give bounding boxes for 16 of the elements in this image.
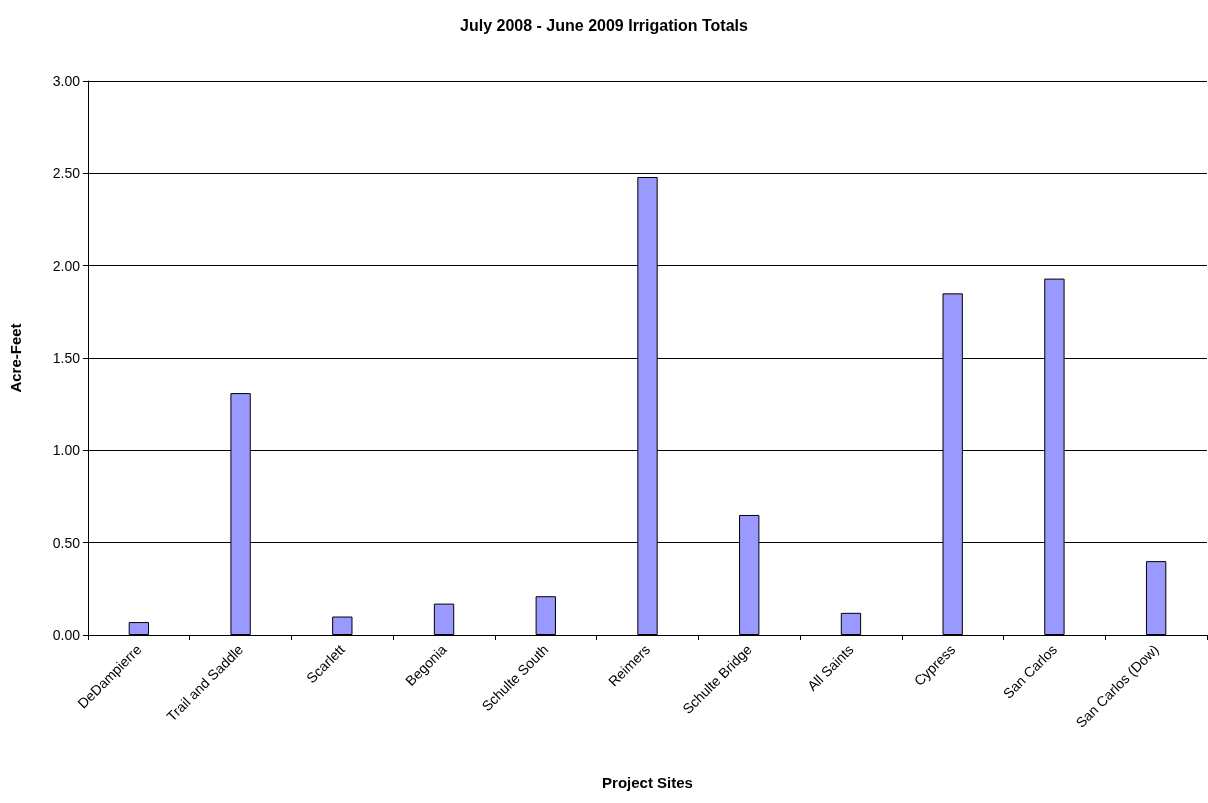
y-tick-label: 0.00: [52, 627, 81, 643]
y-tick-label: 2.50: [52, 165, 81, 182]
y-tick-label: 0.50: [52, 534, 81, 551]
bar: [128, 622, 150, 635]
chart-title: July 2008 - June 2009 Irrigation Totals: [460, 16, 749, 34]
bar: [840, 612, 862, 635]
bar: [433, 603, 455, 635]
y-tick-label: 2.00: [52, 257, 81, 274]
y-tick-label: 1.00: [52, 442, 81, 459]
bar: [535, 596, 556, 635]
bar: [332, 616, 353, 635]
y-axis-title: Acre-Feet: [7, 323, 24, 393]
bar: [1145, 561, 1167, 635]
y-tick-label: 1.50: [52, 350, 81, 366]
x-axis-title: Project Sites: [602, 774, 693, 791]
y-tick-label: 3.00: [52, 73, 81, 89]
